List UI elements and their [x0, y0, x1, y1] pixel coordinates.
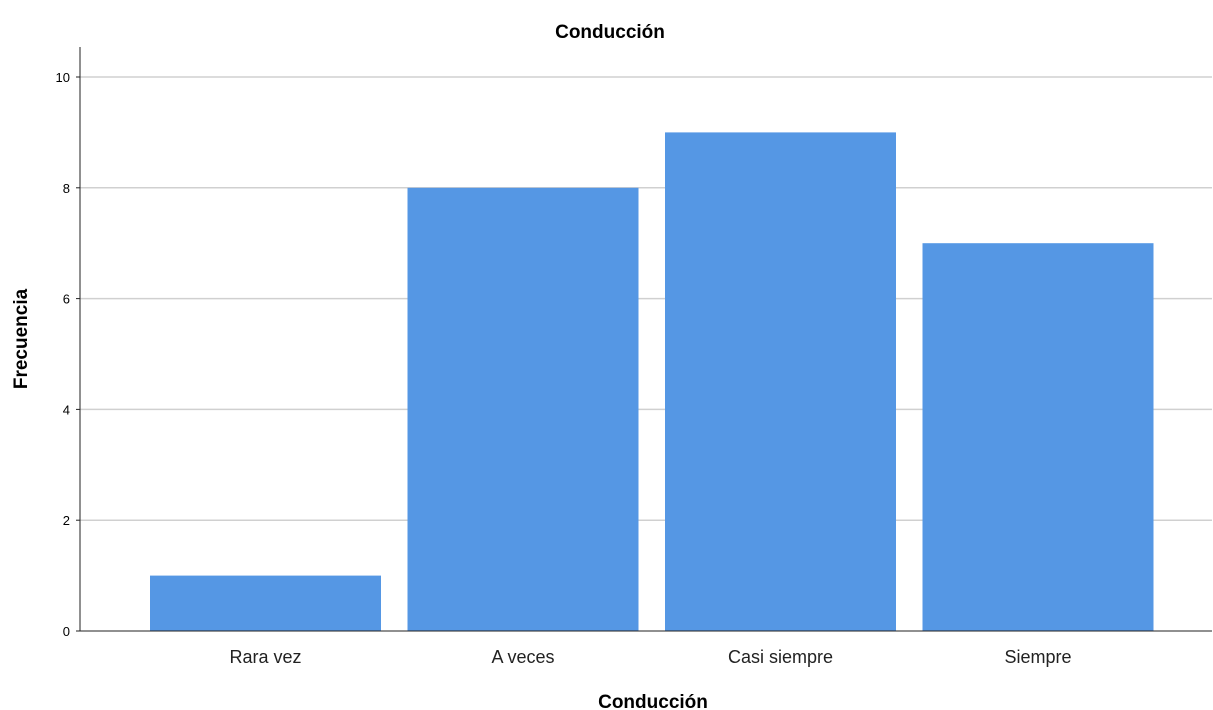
bars: [150, 132, 1154, 632]
y-tick-label: 2: [63, 513, 70, 528]
x-tick-labels: Rara vez A veces Casi siempre Siempre: [229, 647, 1071, 667]
bar-rara-vez: [150, 575, 381, 631]
bar-casi-siempre: [665, 132, 896, 631]
axes: [79, 47, 1212, 632]
x-axis-title: Conducción: [598, 692, 708, 710]
y-axis-title: Frecuencia: [11, 288, 32, 389]
bar-siempre: [922, 243, 1154, 631]
x-tick-label: A veces: [491, 647, 554, 667]
y-tick-label: 6: [63, 292, 70, 307]
x-tick-label: Siempre: [1004, 647, 1071, 667]
bar-a-veces: [407, 187, 639, 632]
y-tick-label: 10: [56, 70, 70, 85]
y-tick-label: 0: [63, 624, 70, 639]
y-tick-labels: 0 2 4 6 8 10: [56, 70, 80, 639]
y-tick-label: 8: [63, 181, 70, 196]
x-tick-label: Casi siempre: [728, 647, 833, 667]
x-tick-label: Rara vez: [229, 647, 301, 667]
chart-title: Conducción: [555, 22, 665, 43]
y-tick-label: 4: [63, 402, 70, 417]
